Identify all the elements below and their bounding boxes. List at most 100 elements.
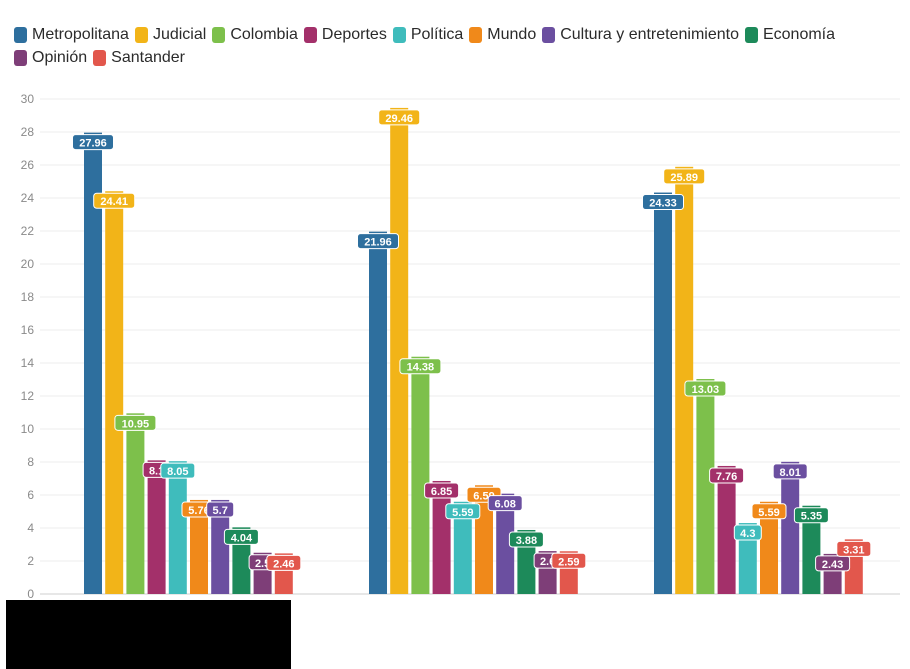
legend-item[interactable]: Metropolitana — [14, 26, 129, 44]
y-tick-label: 22 — [21, 224, 35, 238]
legend-swatch — [392, 27, 406, 43]
data-label: 8.01 — [779, 467, 800, 479]
legend-item[interactable]: Judicial — [134, 26, 206, 44]
data-label: 2.43 — [822, 559, 843, 571]
bar — [738, 523, 757, 594]
data-label: 7.76 — [716, 471, 737, 483]
data-label-background — [836, 540, 872, 557]
y-tick-label: 2 — [27, 554, 34, 568]
data-label-background — [93, 192, 136, 209]
data-label-background — [114, 414, 157, 431]
data-label-background — [487, 495, 523, 512]
legend-item[interactable]: Política — [392, 26, 463, 44]
data-label: 21.96 — [364, 237, 392, 249]
legend-item[interactable]: Deportes — [303, 26, 387, 44]
legend-item[interactable]: Santander — [93, 49, 185, 67]
data-label: 10.95 — [122, 418, 150, 430]
bar — [190, 499, 208, 594]
redaction-block — [6, 600, 291, 669]
data-label-background — [815, 555, 851, 572]
data-label: 8.05 — [167, 466, 188, 478]
data-label: 4.04 — [231, 532, 253, 544]
legend-swatch — [542, 27, 556, 43]
legend-swatch — [744, 27, 758, 43]
data-label-background — [733, 524, 762, 541]
y-tick-label: 18 — [21, 290, 35, 304]
data-label-background — [642, 194, 684, 211]
data-label: 27.96 — [79, 138, 107, 150]
data-label-background — [751, 503, 787, 520]
bar — [781, 461, 800, 594]
y-tick-label: 28 — [21, 125, 35, 139]
bar — [802, 505, 821, 594]
y-tick-label: 16 — [21, 323, 35, 337]
legend-label: Opinión — [32, 49, 88, 66]
data-label-background — [266, 554, 302, 571]
data-label: 5.59 — [452, 507, 473, 519]
legend-item[interactable]: Opinión — [14, 49, 87, 67]
data-label-background — [445, 503, 481, 520]
data-label: 2.59 — [558, 556, 579, 568]
bar — [453, 501, 472, 594]
data-label-background — [772, 463, 808, 480]
data-label-background — [378, 109, 421, 126]
y-tick-label: 6 — [27, 488, 34, 502]
bar — [126, 413, 145, 594]
bar — [496, 493, 515, 594]
data-label: 14.38 — [407, 362, 435, 374]
data-label-background — [793, 507, 829, 524]
data-label: 24.33 — [649, 198, 677, 210]
legend-label: Colombia — [230, 26, 298, 43]
data-label: 6.08 — [494, 499, 515, 511]
data-label: 13.03 — [692, 384, 720, 396]
legend-label: Metropolitana — [32, 26, 129, 43]
legend-label: Mundo — [487, 26, 537, 43]
y-tick-label: 10 — [21, 422, 35, 436]
legend-swatch — [212, 27, 226, 43]
y-tick-label: 24 — [21, 191, 35, 205]
bar — [168, 461, 187, 594]
data-label: 5.76 — [188, 505, 209, 517]
legend-item[interactable]: Cultura y entretenimiento — [542, 26, 739, 44]
legend-item[interactable]: Mundo — [469, 26, 536, 44]
data-label-background — [206, 501, 235, 518]
data-label-background — [551, 552, 587, 569]
bar — [105, 191, 124, 595]
data-label-background — [357, 233, 399, 250]
legend-label: Deportes — [321, 26, 387, 43]
data-label: 5.35 — [801, 511, 822, 523]
data-label: 29.46 — [385, 113, 413, 125]
legend-label: Santander — [111, 49, 185, 66]
data-label-background — [72, 134, 114, 151]
bar — [760, 501, 778, 594]
legend: Metropolitana Judicial Colombia Deportes Pol… — [14, 26, 904, 67]
y-tick-label: 14 — [21, 356, 35, 370]
data-label-background — [424, 482, 460, 499]
y-tick-label: 4 — [27, 521, 34, 535]
bar — [717, 465, 736, 594]
legend-swatch — [134, 27, 148, 43]
data-label: 24.41 — [100, 196, 128, 208]
data-label-background — [160, 462, 196, 479]
legend-item[interactable]: Economía — [744, 26, 835, 44]
legend-item[interactable]: Colombia — [212, 26, 298, 44]
data-label: 5.7 — [213, 505, 228, 517]
data-label-background — [508, 531, 544, 548]
legend-label: Cultura y entretenimiento — [560, 26, 739, 43]
bar — [147, 460, 166, 594]
data-label: 6.85 — [431, 486, 452, 498]
y-tick-label: 8 — [27, 455, 34, 469]
legend-swatch — [469, 27, 483, 43]
data-label: 4.3 — [740, 528, 755, 540]
bar — [369, 231, 387, 594]
y-tick-label: 12 — [21, 389, 35, 403]
bar — [411, 356, 430, 594]
y-tick-label: 0 — [27, 587, 34, 601]
data-label-background — [399, 358, 442, 375]
bar — [211, 499, 230, 594]
y-tick-label: 20 — [21, 257, 35, 271]
bar — [84, 132, 102, 594]
bar — [390, 107, 409, 594]
bar — [654, 192, 672, 594]
